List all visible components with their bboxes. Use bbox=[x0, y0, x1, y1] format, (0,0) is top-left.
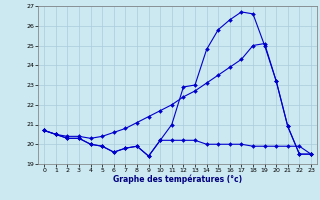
X-axis label: Graphe des températures (°c): Graphe des températures (°c) bbox=[113, 175, 242, 184]
